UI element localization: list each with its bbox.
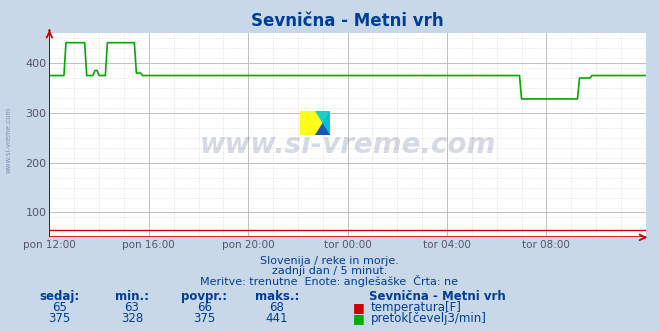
- Text: min.:: min.:: [115, 290, 149, 303]
- Text: povpr.:: povpr.:: [181, 290, 227, 303]
- Text: ■: ■: [353, 300, 364, 314]
- Text: temperatura[F]: temperatura[F]: [371, 300, 462, 314]
- Text: zadnji dan / 5 minut.: zadnji dan / 5 minut.: [272, 266, 387, 276]
- Text: Sevnična - Metni vrh: Sevnična - Metni vrh: [369, 290, 506, 303]
- Text: ■: ■: [353, 312, 364, 325]
- Polygon shape: [315, 111, 330, 135]
- Text: sedaj:: sedaj:: [39, 290, 80, 303]
- Text: 328: 328: [121, 312, 143, 325]
- Text: 375: 375: [193, 312, 215, 325]
- Text: 375: 375: [48, 312, 71, 325]
- Polygon shape: [315, 111, 330, 135]
- FancyBboxPatch shape: [300, 111, 330, 135]
- Text: Slovenija / reke in morje.: Slovenija / reke in morje.: [260, 256, 399, 266]
- Text: 66: 66: [197, 300, 212, 314]
- Text: 63: 63: [125, 300, 139, 314]
- Title: Sevnična - Metni vrh: Sevnična - Metni vrh: [251, 12, 444, 30]
- Text: pretok[čevelj3/min]: pretok[čevelj3/min]: [371, 312, 487, 325]
- Text: 68: 68: [270, 300, 284, 314]
- Text: maks.:: maks.:: [254, 290, 299, 303]
- Text: www.si-vreme.com: www.si-vreme.com: [200, 131, 496, 159]
- Text: Meritve: trenutne  Enote: anglešaške  Črta: ne: Meritve: trenutne Enote: anglešaške Črta…: [200, 275, 459, 287]
- Text: 65: 65: [52, 300, 67, 314]
- Text: www.si-vreme.com: www.si-vreme.com: [5, 106, 12, 173]
- Text: 441: 441: [266, 312, 288, 325]
